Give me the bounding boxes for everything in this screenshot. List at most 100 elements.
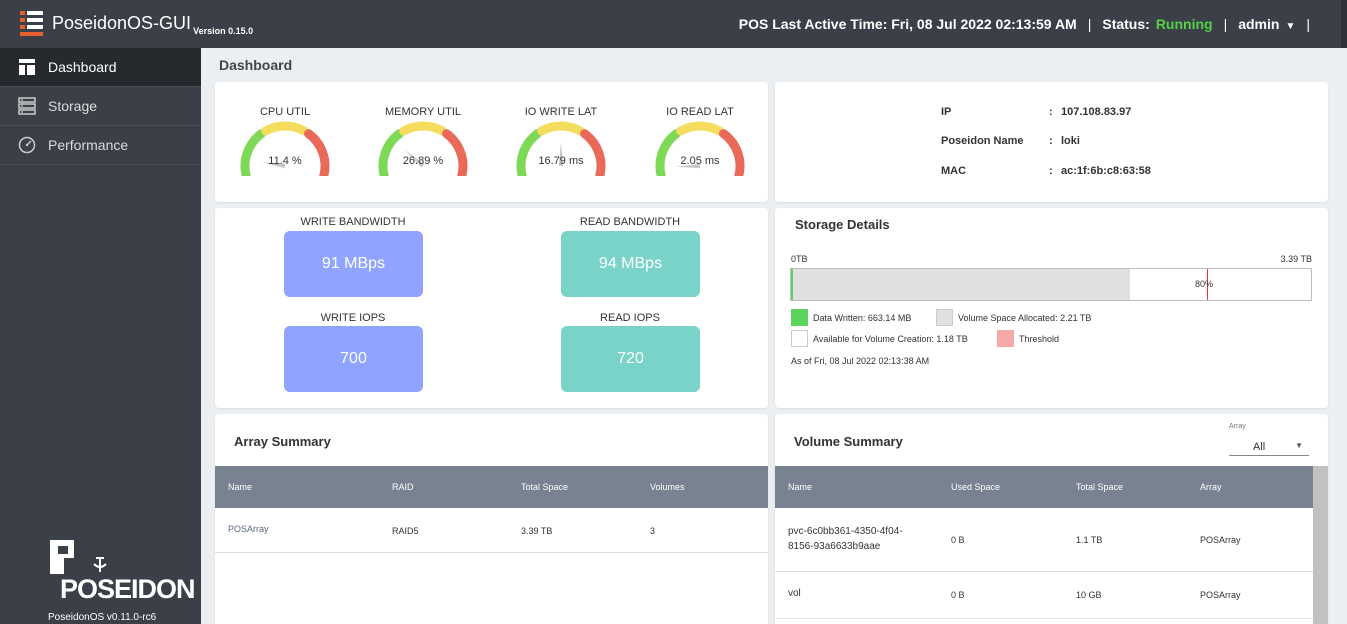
write-bandwidth-box: 91 MBps	[284, 231, 423, 297]
legend-swatch	[997, 330, 1014, 347]
legend-label: Data Written: 663.14 MB	[813, 312, 912, 323]
table-cell: 3	[650, 526, 656, 536]
scrollbar-track[interactable]	[1341, 0, 1347, 48]
gauge-value: 2.05 ms	[680, 155, 720, 167]
gauge-segment	[378, 129, 404, 176]
logo-text: POSEIDON	[60, 574, 196, 604]
read-iops-box: 720	[561, 326, 700, 392]
write-iops-box: 700	[284, 326, 423, 392]
array-select-value: All	[1253, 441, 1266, 453]
gauge-segment	[655, 129, 681, 176]
volume-summary-title: Volume Summary	[794, 434, 903, 449]
gauge-dial	[655, 121, 745, 176]
gauge-cpu: CPU UTIL 11.4 %	[230, 106, 340, 176]
gauge-segment	[304, 129, 330, 176]
gauge-segment	[719, 129, 745, 176]
array-select[interactable]: All ▼	[1229, 438, 1309, 456]
app-version: Version 0.15.0	[193, 26, 254, 36]
table-cell: 1.1 TB	[1076, 535, 1103, 545]
table-scrollbar[interactable]	[1313, 466, 1328, 624]
gauge-dial	[378, 121, 468, 176]
poseidon-side-logo: POSEIDON	[48, 538, 196, 609]
table-cell: 0 B	[951, 590, 965, 600]
read-bandwidth-box: 94 MBps	[561, 231, 700, 297]
gauge-needle	[405, 150, 425, 168]
gauge-segment	[261, 121, 309, 136]
gauge-dial	[240, 121, 330, 176]
array-name-link[interactable]: POSArray	[228, 524, 269, 534]
gauge-title: IO READ LAT	[666, 106, 734, 118]
storage-max-label: 3.39 TB	[1280, 254, 1312, 264]
gauge-segment	[516, 129, 542, 176]
column-header[interactable]: Total Space	[1076, 482, 1124, 492]
gauge-memory: MEMORY UTIL 26.89 %	[368, 106, 478, 176]
user-menu[interactable]: admin ▼	[1238, 16, 1295, 32]
table-cell: 3.39 TB	[521, 526, 553, 536]
gauge-segment	[399, 121, 447, 136]
sidebar-item-dashboard[interactable]: Dashboard	[0, 48, 201, 87]
info-row-mac: MAC : ac:1f:6b:c8:63:58	[941, 165, 1151, 177]
legend-label: Threshold	[1019, 333, 1060, 344]
write-iops-label: WRITE IOPS	[320, 312, 386, 324]
column-header[interactable]: Used Space	[951, 482, 1001, 492]
gauge-segment	[580, 129, 606, 176]
storage-capacity-bar: 80%	[790, 268, 1312, 301]
array-summary-title: Array Summary	[234, 434, 331, 449]
table-cell: 0 B	[951, 535, 965, 545]
array-table-header	[215, 466, 768, 508]
gauge-title: CPU UTIL	[259, 106, 311, 118]
gauge-io-read-lat: IO READ LAT 2.05 ms	[645, 106, 755, 176]
table-cell: 10 GB	[1076, 590, 1102, 600]
column-header[interactable]: Total Space	[521, 482, 569, 492]
sidebar-item-performance[interactable]: Performance	[0, 126, 201, 165]
row-divider	[775, 571, 1313, 572]
gauge-segment	[442, 129, 468, 176]
threshold-marker	[1207, 269, 1208, 300]
app-name: PoseidonOS-GUI	[52, 13, 192, 33]
separator: |	[1306, 16, 1310, 32]
sidebar-item-storage[interactable]: Storage	[0, 87, 201, 126]
info-row-ip: IP : 107.108.83.97	[941, 106, 1131, 118]
info-colon: :	[1049, 106, 1053, 118]
write-bandwidth-label: WRITE BANDWIDTH	[300, 216, 406, 228]
gauge-value: 26.89 %	[402, 155, 444, 167]
column-header[interactable]: Array	[1200, 482, 1222, 492]
gauge-title: IO WRITE LAT	[524, 106, 598, 118]
separator: |	[1087, 16, 1092, 32]
info-key: IP	[941, 106, 952, 118]
allocated-segment	[791, 269, 1131, 300]
dashboard-icon	[19, 59, 35, 75]
brand[interactable]: PoseidonOS-GUI Version 0.15.0	[18, 8, 253, 38]
column-header[interactable]: Name	[228, 482, 253, 492]
legend-threshold: Threshold	[997, 330, 1059, 347]
column-header[interactable]: Name	[788, 482, 813, 492]
status-value: Running	[1155, 16, 1213, 32]
gauge-segment	[676, 121, 724, 136]
legend-swatch	[791, 309, 808, 326]
info-value: 107.108.83.97	[1061, 106, 1132, 118]
utilization-card: CPU UTIL 11.4 % MEMORY UTIL 26.89 % IO W…	[215, 82, 768, 202]
sidebar: Dashboard Storage Performance POSEIDON P…	[0, 48, 201, 624]
storage-as-of: As of Fri, 08 Jul 2022 02:13:38 AM	[791, 356, 930, 366]
table-cell: vol	[788, 588, 801, 599]
legend-available: Available for Volume Creation: 1.18 TB	[791, 330, 968, 347]
volume-summary-card: Volume Summary Array All ▼ Name Used Spa…	[775, 414, 1328, 624]
gauge-title: MEMORY UTIL	[385, 106, 461, 118]
array-summary-card: Array Summary Name RAID Total Space Volu…	[215, 414, 768, 624]
gauge-value: 16.79 ms	[538, 155, 584, 167]
page-title: Dashboard	[219, 57, 293, 73]
legend-label: Volume Space Allocated: 2.21 TB	[958, 312, 1092, 323]
sidebar-item-label: Dashboard	[48, 59, 117, 75]
table-cell: pvc-6c0bb361-4350-4f04- 8156-93a6633b9aa…	[788, 524, 903, 554]
last-active-time: POS Last Active Time: Fri, 08 Jul 2022 0…	[738, 16, 1077, 32]
caret-down-icon: ▼	[1285, 21, 1296, 32]
array-select-label: Array	[1229, 423, 1246, 430]
column-header[interactable]: Volumes	[650, 482, 685, 492]
footer-version: PoseidonOS v0.11.0-rc6	[48, 612, 157, 623]
info-colon: :	[1049, 165, 1053, 177]
threshold-label: 80%	[1195, 279, 1214, 289]
trident-logo-icon	[50, 540, 107, 574]
column-header[interactable]: RAID	[392, 482, 414, 492]
storage-details-card: Storage Details 0TB 3.39 TB 80% Data Wri…	[775, 208, 1328, 408]
top-bar: PoseidonOS-GUI Version 0.15.0 POS Last A…	[0, 0, 1347, 48]
